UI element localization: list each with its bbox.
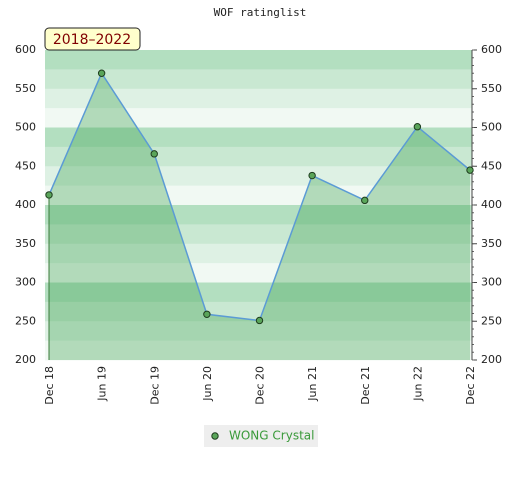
plot-area	[45, 50, 472, 361]
point	[255, 316, 264, 325]
x-tick-label: Dec 19	[148, 366, 161, 405]
background-band	[45, 243, 472, 264]
area	[49, 73, 470, 360]
background-band	[45, 88, 472, 109]
x-tick-label: Jun 20	[201, 366, 214, 402]
y2-tick-label: 550	[481, 82, 502, 95]
y-tick-label: 600	[15, 43, 36, 56]
background-band	[45, 166, 472, 187]
x-tick-label: Dec 22	[464, 366, 477, 405]
y2-tick-label: 200	[481, 353, 502, 366]
background-band	[45, 321, 472, 342]
point	[466, 166, 474, 174]
background-band	[45, 340, 472, 361]
y2-tick-label: 250	[481, 314, 502, 327]
legend-box	[204, 425, 318, 447]
x-tick-label: Dec 21	[359, 366, 372, 405]
point	[203, 310, 211, 318]
x-tick-label: Jun 22	[411, 366, 424, 402]
background-band	[45, 108, 472, 128]
legend-label: WONG Crystal	[229, 429, 314, 443]
y2-tick-label: 350	[481, 237, 502, 250]
background-band	[45, 69, 472, 90]
background-band	[45, 301, 472, 322]
y-tick-label: 400	[15, 198, 36, 211]
chart-title: WOF ratinglist	[214, 6, 307, 19]
y-tick-label: 550	[15, 82, 36, 95]
point	[45, 191, 53, 199]
y-tick-label: 300	[15, 276, 36, 289]
point	[413, 123, 422, 131]
y-tick-label: 200	[15, 353, 36, 366]
background-band	[45, 127, 472, 148]
y-tick-label: 450	[15, 159, 36, 172]
background-band	[45, 282, 472, 303]
y-tick-label: 250	[15, 314, 36, 327]
y-tick-label: 350	[15, 237, 36, 250]
point	[97, 69, 106, 77]
y2-tick-label: 500	[481, 121, 502, 134]
annotation: 2018–2022	[53, 32, 131, 48]
background-band	[45, 50, 472, 70]
annotation-box	[44, 27, 141, 51]
x-tick-label: Jun 21	[306, 366, 319, 402]
y2-tick-label: 300	[481, 276, 502, 289]
y2-tick-label: 600	[481, 43, 502, 56]
y2-tick-label: 400	[481, 198, 502, 211]
y2-tick-label: 450	[481, 159, 502, 172]
y-tick-label: 500	[15, 121, 36, 134]
x-tick-label: Dec 18	[43, 366, 56, 405]
x-tick-label: Jun 19	[96, 366, 109, 402]
background-band	[45, 224, 472, 245]
point	[361, 196, 369, 205]
point	[150, 150, 158, 158]
background-band	[45, 263, 472, 283]
background-band	[45, 205, 472, 225]
x-tick-label: Dec 20	[254, 366, 267, 405]
point	[308, 171, 316, 180]
legend-marker	[211, 432, 219, 440]
